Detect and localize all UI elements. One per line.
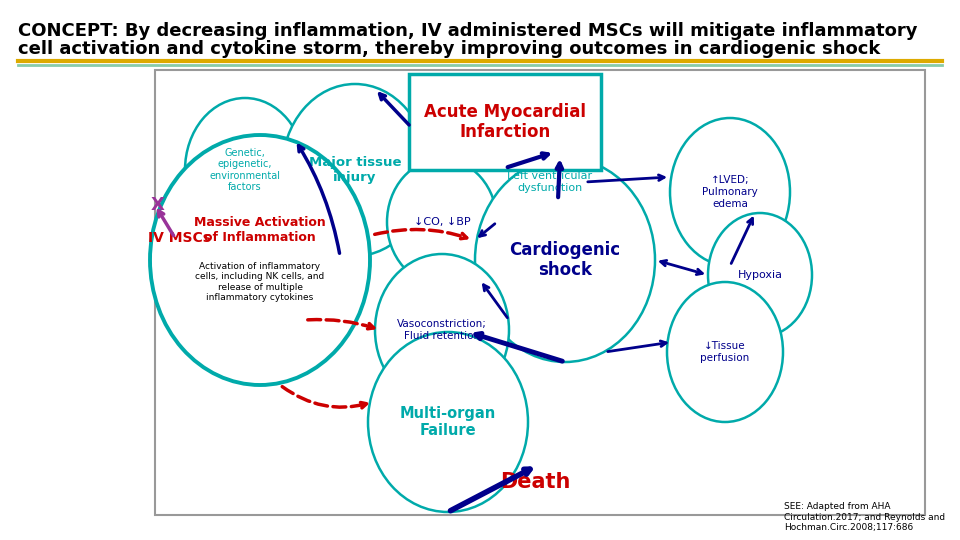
Ellipse shape — [185, 98, 305, 242]
Text: ↓CO, ↓BP: ↓CO, ↓BP — [414, 217, 470, 227]
Ellipse shape — [368, 332, 528, 512]
Text: SEE: Adapted from AHA
Circulation.2017; and Reynolds and
Hochman.Circ.2008;117:6: SEE: Adapted from AHA Circulation.2017; … — [784, 502, 945, 532]
Text: ↑LVED;
Pulmonary
edema: ↑LVED; Pulmonary edema — [702, 176, 757, 208]
Text: Genetic,
epigenetic,
environmental
factors: Genetic, epigenetic, environmental facto… — [209, 147, 280, 192]
Text: CONCEPT: By decreasing inflammation, IV administered MSCs will mitigate inflamma: CONCEPT: By decreasing inflammation, IV … — [18, 22, 918, 40]
Ellipse shape — [670, 118, 790, 266]
FancyBboxPatch shape — [155, 70, 925, 515]
Text: Massive Activation
of Inflammation: Massive Activation of Inflammation — [194, 216, 325, 244]
Text: Major tissue
injury: Major tissue injury — [309, 156, 401, 184]
Ellipse shape — [150, 135, 370, 385]
Ellipse shape — [475, 158, 655, 362]
Text: Vasoconstriction;
Fluid retention: Vasoconstriction; Fluid retention — [397, 319, 487, 341]
Text: Left ventricular
dysfunction: Left ventricular dysfunction — [508, 171, 592, 193]
FancyBboxPatch shape — [409, 74, 601, 170]
Text: ↓Tissue
perfusion: ↓Tissue perfusion — [701, 341, 750, 363]
Ellipse shape — [387, 159, 497, 285]
Ellipse shape — [375, 254, 509, 406]
Ellipse shape — [708, 213, 812, 337]
Text: IV MSCs: IV MSCs — [148, 231, 211, 245]
Ellipse shape — [667, 282, 783, 422]
Text: Acute Myocardial
Infarction: Acute Myocardial Infarction — [424, 103, 586, 141]
Text: Cardiogenic
shock: Cardiogenic shock — [510, 241, 620, 279]
Text: Death: Death — [500, 472, 570, 492]
Text: Hypoxia: Hypoxia — [737, 270, 782, 280]
Text: Multi-organ
Failure: Multi-organ Failure — [400, 406, 496, 438]
Text: X: X — [151, 196, 165, 214]
Text: cell activation and cytokine storm, thereby improving outcomes in cardiogenic sh: cell activation and cytokine storm, ther… — [18, 40, 880, 58]
Ellipse shape — [282, 84, 428, 256]
Text: Activation of inflammatory
cells, including NK cells, and
release of multiple
in: Activation of inflammatory cells, includ… — [196, 262, 324, 302]
